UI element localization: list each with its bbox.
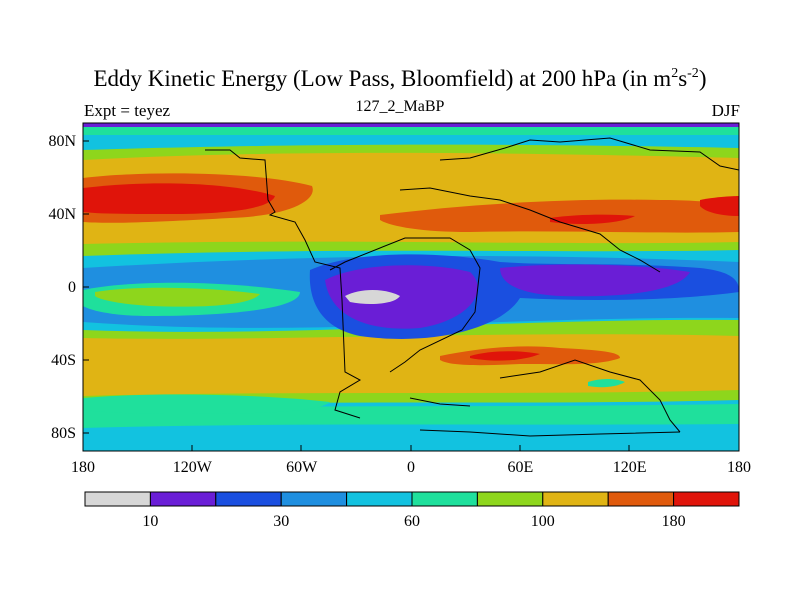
colorbar-swatch [542, 491, 609, 507]
colorbar-swatch [84, 491, 151, 507]
x-tick-label: 180 [727, 459, 751, 476]
x-tick-label: 60E [507, 459, 533, 476]
colorbar-swatch [476, 491, 544, 507]
y-tick-label: 0 [68, 279, 76, 296]
colorbar-swatch [215, 491, 282, 507]
colorbar-swatch [673, 491, 740, 507]
x-tick-label: 120E [613, 459, 647, 476]
axes [82, 122, 740, 452]
colorbar-label: 30 [273, 513, 289, 530]
colorbar-swatch [411, 491, 478, 507]
colorbar-labels: 10 30 60 100 180 [142, 513, 685, 530]
x-axis-ticks: 180 120W 60W 0 60E 120E 180 [71, 459, 751, 476]
y-tick-label: 80N [48, 133, 76, 150]
colorbar [84, 491, 740, 507]
y-axis-ticks: 80N 40N 0 40S 80S [48, 133, 76, 442]
x-tick-label: 0 [407, 459, 415, 476]
y-tick-label: 40S [51, 352, 76, 369]
chart-subtitle: 127_2_MaBP [355, 98, 445, 115]
chart-title: Eddy Kinetic Energy (Low Pass, Bloomfiel… [93, 66, 707, 91]
x-tick-label: 120W [173, 459, 213, 476]
heatmap-field [83, 123, 739, 451]
colorbar-label: 180 [662, 513, 686, 530]
continent-outlines [205, 137, 739, 437]
y-tick-label: 80S [51, 425, 76, 442]
colorbar-label: 60 [404, 513, 420, 530]
y-tick-label: 40N [48, 206, 76, 223]
season-label: DJF [711, 101, 740, 120]
colorbar-swatch [149, 491, 217, 507]
experiment-label: Expt = teyez [84, 101, 171, 120]
x-tick-label: 60W [286, 459, 318, 476]
colorbar-swatch [280, 491, 348, 507]
colorbar-swatch [346, 491, 413, 507]
colorbar-swatch [607, 491, 675, 507]
x-tick-label: 180 [71, 459, 95, 476]
colorbar-label: 10 [142, 513, 158, 530]
colorbar-label: 100 [531, 513, 555, 530]
